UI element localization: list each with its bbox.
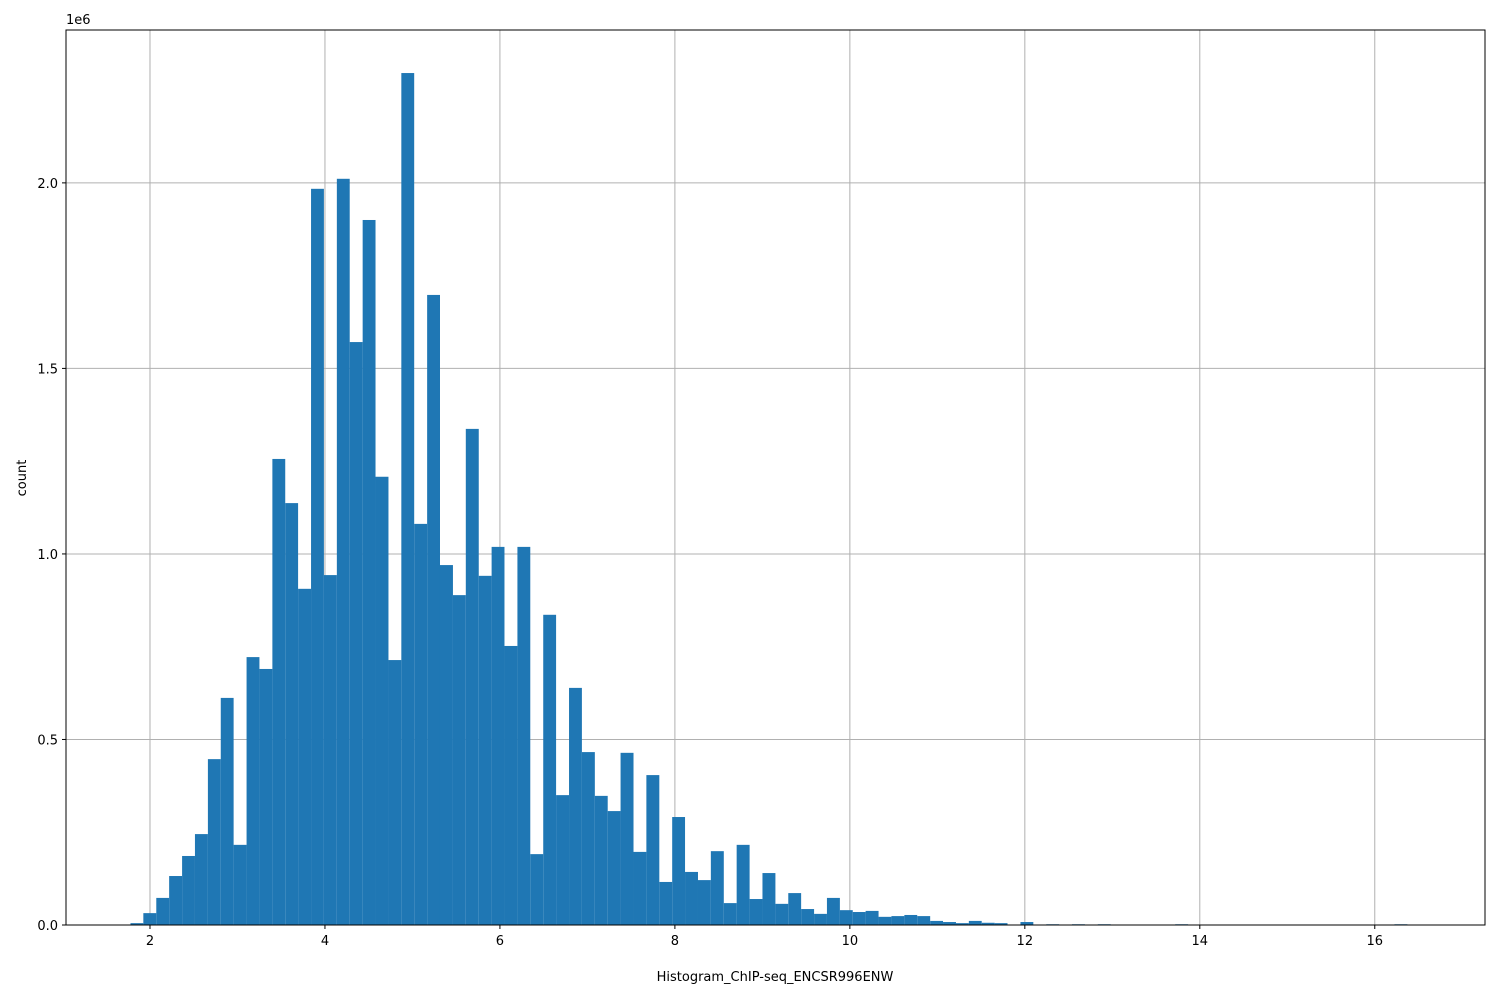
histogram-bar bbox=[427, 294, 440, 925]
plot-frame bbox=[65, 29, 1486, 926]
y-tick-label: 0.5 bbox=[37, 733, 58, 748]
histogram-bar bbox=[736, 844, 750, 925]
x-tick-label: 16 bbox=[1366, 934, 1383, 949]
histogram-bar bbox=[336, 178, 350, 926]
histogram-bar bbox=[814, 913, 827, 925]
histogram-bar bbox=[362, 219, 376, 926]
histogram-bar bbox=[517, 546, 531, 925]
histogram-bar bbox=[182, 855, 195, 925]
histogram-bar bbox=[633, 851, 647, 925]
histogram-bar bbox=[788, 893, 802, 925]
histogram-bar bbox=[943, 922, 956, 925]
histogram-bar bbox=[594, 795, 608, 925]
y-tick-label: 1.5 bbox=[37, 362, 58, 377]
x-tick-label: 2 bbox=[146, 934, 154, 949]
histogram-bar bbox=[646, 775, 660, 925]
histogram-bar bbox=[311, 188, 324, 925]
histogram-bar bbox=[917, 916, 931, 925]
x-tick-label: 10 bbox=[842, 934, 859, 949]
histogram-bar bbox=[556, 795, 570, 925]
histogram-bar bbox=[801, 909, 815, 925]
histogram-bar bbox=[452, 595, 466, 925]
histogram-bar bbox=[607, 811, 621, 925]
histogram-bar bbox=[491, 546, 505, 925]
histogram-bar bbox=[762, 873, 776, 925]
histogram-bar bbox=[685, 871, 698, 925]
histogram-bar bbox=[839, 910, 853, 925]
histogram-bar bbox=[672, 817, 686, 925]
histogram-bar bbox=[169, 876, 183, 925]
histogram-bar bbox=[414, 523, 428, 925]
histogram-bar bbox=[749, 899, 763, 925]
x-tick-label: 8 bbox=[671, 934, 679, 949]
x-tick-label: 14 bbox=[1192, 934, 1209, 949]
histogram-bar bbox=[865, 910, 879, 925]
histogram-bar bbox=[375, 476, 389, 925]
x-tick-label: 6 bbox=[496, 934, 504, 949]
histogram-bar bbox=[439, 565, 453, 925]
histogram-bar bbox=[194, 834, 208, 925]
x-tick-label: 4 bbox=[321, 934, 329, 949]
histogram-bar bbox=[659, 881, 673, 925]
y-tick-label: 0.0 bbox=[37, 919, 58, 934]
y-axis-label: count bbox=[15, 460, 30, 497]
histogram-bar bbox=[1020, 922, 1034, 925]
histogram-bar bbox=[220, 697, 234, 925]
histogram-bar bbox=[156, 897, 170, 925]
histogram-bar bbox=[272, 458, 286, 925]
histogram-bar bbox=[981, 922, 995, 925]
histogram-bar bbox=[285, 503, 299, 925]
histogram-bar bbox=[388, 660, 402, 925]
y-offset-label: 1e6 bbox=[66, 13, 91, 28]
histogram-bar bbox=[298, 588, 312, 925]
histogram-bar bbox=[478, 575, 492, 925]
histogram-bar bbox=[891, 916, 905, 925]
histogram-bar bbox=[878, 916, 892, 925]
histogram-bar bbox=[723, 903, 737, 925]
histogram-bar bbox=[259, 668, 273, 925]
histogram-bar bbox=[233, 844, 247, 925]
histogram-bar bbox=[143, 913, 157, 925]
histogram-bar bbox=[968, 920, 982, 925]
histogram-bar bbox=[130, 923, 144, 925]
histogram-bar bbox=[852, 912, 866, 925]
histogram-bar bbox=[530, 854, 544, 925]
histogram-bar bbox=[207, 759, 221, 925]
histogram-bar bbox=[710, 851, 724, 925]
histogram-bar bbox=[826, 897, 840, 925]
histogram-bar bbox=[504, 645, 518, 925]
histogram-bar bbox=[323, 575, 337, 925]
histogram-bar bbox=[930, 920, 944, 925]
y-tick-label: 2.0 bbox=[37, 177, 58, 192]
histogram-bar bbox=[543, 614, 557, 925]
histogram-bar bbox=[955, 923, 969, 925]
histogram-bar bbox=[697, 880, 711, 925]
histogram-bar bbox=[620, 752, 634, 925]
histogram-bar bbox=[904, 914, 918, 925]
x-tick-label: 12 bbox=[1017, 934, 1034, 949]
histogram-bar bbox=[246, 657, 260, 925]
histogram-bar bbox=[349, 342, 363, 925]
histogram-bar bbox=[775, 903, 789, 925]
histogram-bar bbox=[401, 73, 415, 926]
histogram-bar bbox=[569, 687, 582, 925]
y-tick-label: 1.0 bbox=[37, 548, 58, 563]
histogram-bar bbox=[465, 428, 479, 925]
histogram-bar bbox=[581, 752, 595, 925]
x-axis-label: Histogram_ChIP-seq_ENCSR996ENW bbox=[657, 970, 894, 985]
histogram-bar bbox=[994, 923, 1008, 925]
